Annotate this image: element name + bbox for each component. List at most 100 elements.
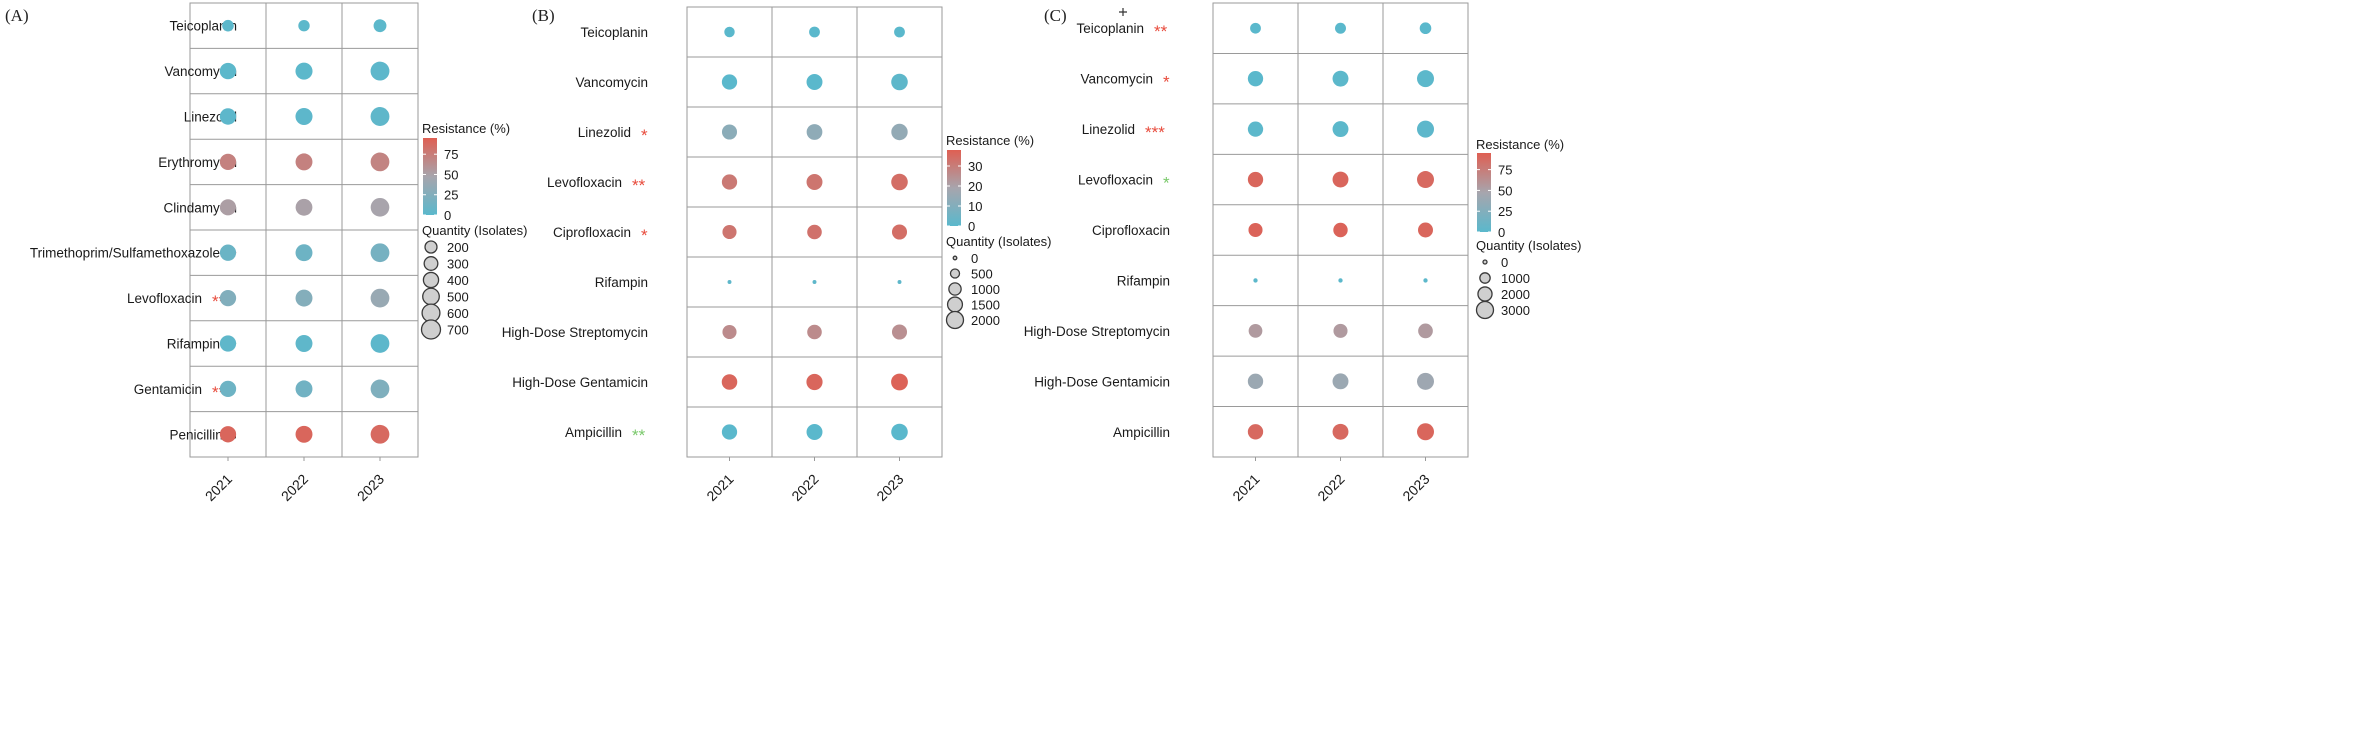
data-point	[1247, 121, 1264, 137]
colorbar-title: Resistance (%)	[1476, 137, 1564, 152]
data-point	[1417, 70, 1434, 88]
row-label: High-Dose Streptomycin	[502, 325, 648, 340]
data-point	[1332, 373, 1349, 390]
data-point	[219, 335, 237, 352]
significance-stars: **	[1154, 22, 1168, 41]
data-point	[222, 19, 234, 32]
sizebar-point	[946, 296, 964, 313]
sizebar-label: 1000	[1501, 271, 1530, 286]
colorbar-tick-label: 75	[444, 147, 458, 162]
row-label: Trimethoprim/Sulfamethoxazole	[30, 246, 220, 261]
data-point	[891, 373, 908, 391]
row-label: Vancomycin	[1080, 72, 1153, 87]
panel-a: (A)TeicoplaninVancomycinLinezolidErythro…	[5, 2, 528, 504]
row-label: Clindamycin	[163, 200, 237, 215]
sizebar-point	[422, 287, 440, 306]
data-point	[1335, 22, 1346, 34]
row-label: Rifampin	[1117, 273, 1170, 288]
data-point	[727, 280, 732, 284]
data-point	[721, 124, 738, 140]
significance-stars: *	[641, 126, 648, 145]
data-point	[1332, 70, 1349, 87]
data-point	[1417, 423, 1434, 441]
data-point	[722, 224, 737, 240]
data-point	[370, 334, 390, 353]
sizebar-label: 200	[447, 240, 469, 255]
data-point	[806, 124, 823, 140]
sizebar-point	[1475, 300, 1495, 320]
data-point	[807, 224, 822, 240]
significance-stars: **	[632, 176, 646, 195]
data-point	[298, 20, 310, 32]
data-point	[806, 424, 823, 440]
data-point	[1253, 278, 1258, 283]
sizebar-label: 1500	[971, 298, 1000, 313]
crosshair-cursor-icon	[1119, 8, 1127, 16]
significance-stars: ***	[1145, 123, 1165, 142]
data-point	[370, 288, 390, 308]
row-label: Rifampin	[595, 275, 648, 290]
data-point	[373, 19, 387, 33]
sizebar-label: 2000	[971, 313, 1000, 328]
colorbar-tick-label: 30	[968, 159, 982, 174]
row-label: Linezolid	[578, 125, 631, 140]
data-point	[1423, 278, 1428, 283]
data-point	[295, 62, 313, 80]
data-point	[219, 244, 237, 261]
data-point	[1333, 222, 1348, 238]
row-label: Gentamicin	[134, 382, 202, 397]
colorbar-tick-label: 75	[1498, 163, 1512, 178]
data-point	[1250, 22, 1261, 34]
data-point	[1247, 71, 1264, 87]
data-point	[219, 289, 237, 307]
x-tick-label: 2021	[703, 471, 736, 504]
row-label: Ciprofloxacin	[553, 225, 631, 240]
data-point	[370, 379, 390, 399]
data-point	[1417, 171, 1434, 189]
sizebar-label: 0	[1501, 255, 1508, 270]
data-point	[891, 73, 908, 91]
data-point	[219, 199, 237, 216]
row-label: Ciprofloxacin	[1092, 223, 1170, 238]
data-point	[295, 380, 313, 398]
x-tick-label: 2023	[354, 471, 387, 504]
panel-label: (B)	[532, 6, 555, 25]
significance-stars: *	[1163, 73, 1170, 92]
data-point	[295, 244, 313, 262]
data-point	[812, 280, 817, 284]
sizebar-point	[945, 310, 965, 330]
x-tick-label: 2023	[1399, 471, 1432, 504]
data-point	[370, 107, 390, 126]
data-point	[721, 174, 738, 190]
data-point	[219, 108, 237, 125]
row-label: Ampicillin	[1113, 425, 1170, 440]
data-point	[1247, 171, 1264, 188]
x-tick-label: 2022	[1314, 471, 1347, 504]
data-point	[295, 289, 313, 307]
colorbar-tick-label: 10	[968, 199, 982, 214]
significance-stars: *	[641, 226, 648, 245]
data-point	[370, 243, 390, 263]
sizebar-label: 400	[447, 273, 469, 288]
data-point	[1338, 278, 1343, 283]
data-point	[806, 373, 823, 391]
data-point	[721, 374, 738, 390]
row-label: Rifampin	[167, 337, 220, 352]
data-point	[724, 26, 735, 38]
row-label: Vancomycin	[164, 64, 237, 79]
data-point	[1419, 22, 1432, 35]
sizebar-point	[952, 255, 958, 261]
data-point	[806, 74, 823, 90]
data-point	[1418, 222, 1433, 238]
sizebar-point	[421, 303, 441, 323]
row-label: Teicoplanin	[1076, 21, 1144, 36]
colorbar-tick-label: 0	[1498, 225, 1505, 240]
sizebar-title: Quantity (Isolates)	[422, 223, 528, 238]
data-point	[894, 26, 905, 38]
data-point	[370, 424, 390, 444]
data-point	[807, 324, 822, 340]
sizebar-point	[423, 256, 439, 271]
data-point	[295, 335, 313, 352]
row-label: Levofloxacin	[547, 175, 622, 190]
